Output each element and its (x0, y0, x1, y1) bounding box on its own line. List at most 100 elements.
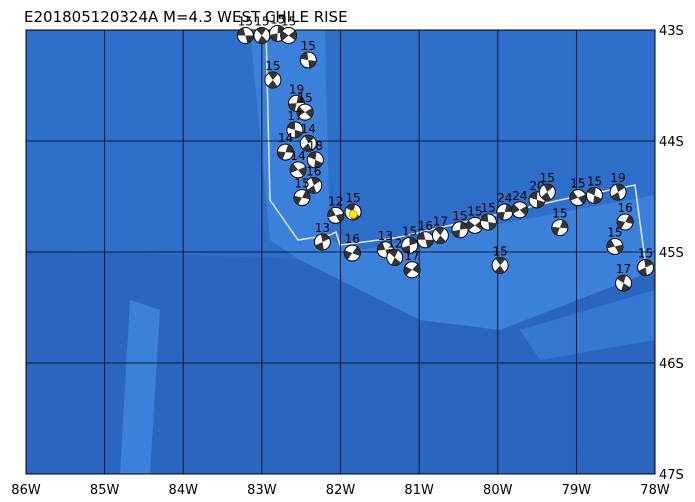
beachball-quadrant (302, 135, 315, 152)
focal-mechanism (569, 189, 587, 207)
focal-mechanism (616, 213, 634, 231)
beachball-quadrant (288, 95, 305, 112)
beachball-quadrant (466, 220, 483, 231)
beachball-quadrant (480, 214, 497, 230)
lat-label: 47S (659, 468, 684, 483)
beachball-quadrant (452, 221, 468, 238)
focal-mechanism (343, 244, 361, 262)
beachball-quadrant (494, 257, 506, 274)
beachball-quadrant (308, 151, 323, 168)
lat-label: 44S (659, 135, 684, 150)
depth-label: 13 (378, 229, 393, 243)
depth-label: 16 (418, 219, 433, 233)
depth-label: 15 (265, 59, 280, 73)
beachball-quadrant (280, 30, 297, 41)
depth-label: 15 (254, 15, 269, 29)
beachball-quadrant (569, 191, 586, 204)
lat-label: 45S (659, 246, 684, 261)
depth-label: 15 (297, 91, 312, 105)
depth-label: 12 (387, 237, 402, 251)
focal-mechanism (401, 236, 419, 254)
focal-mechanism (305, 176, 323, 194)
focal-mechanism (327, 206, 345, 224)
focal-mechanism (551, 219, 569, 237)
focal-mechanism (386, 249, 404, 267)
depth-label: 15 (552, 207, 567, 221)
beachball-quadrant (300, 52, 317, 68)
beachball-quadrant (297, 106, 314, 118)
lat-label: 43S (659, 24, 684, 39)
focal-mechanism (236, 27, 254, 45)
depth-label: 15 (481, 201, 496, 215)
beachball (264, 71, 282, 89)
beachball-quadrant (551, 220, 568, 236)
beachball-quadrant (315, 234, 330, 251)
depth-label: 19 (610, 171, 625, 185)
focal-mechanism (615, 274, 633, 292)
lat-label: 46S (659, 357, 684, 372)
depth-label: 15 (570, 177, 585, 191)
beachball-quadrant (388, 249, 401, 266)
depth-label: 15 (301, 39, 316, 53)
focal-mechanism (511, 201, 529, 219)
beachball-quadrant (290, 163, 307, 177)
focal-mechanism (496, 203, 514, 221)
depth-label: 14 (290, 149, 305, 163)
lon-label: 81W (404, 483, 434, 498)
depth-label: 16 (617, 201, 632, 215)
depth-label: 15 (638, 247, 653, 261)
beachball-quadrant (404, 264, 421, 276)
ridge-zone (520, 290, 655, 360)
focal-mechanism (293, 189, 311, 207)
beachball-quadrant (293, 190, 310, 205)
focal-mechanism (286, 121, 304, 139)
lon-label: 86W (11, 483, 41, 498)
depth-label: 17 (616, 262, 631, 276)
focal-mechanism (466, 216, 484, 234)
lon-label: 80W (483, 483, 513, 498)
beachball-quadrant (267, 71, 279, 88)
depth-label: 24 (497, 191, 512, 205)
depth-label: 13 (315, 221, 330, 235)
depth-label: 16 (306, 164, 321, 178)
depth-label: 16 (345, 232, 360, 246)
beachball-quadrant (307, 177, 321, 194)
focal-mechanism (276, 143, 294, 161)
beachball-quadrant (617, 215, 634, 230)
depth-label: 12 (328, 194, 343, 208)
beachball-quadrant (541, 184, 554, 201)
focal-mechanism (491, 256, 509, 274)
lon-label: 79W (562, 483, 592, 498)
lon-label: 78W (640, 483, 670, 498)
focal-mechanism (264, 71, 282, 89)
beachball-quadrant (327, 208, 344, 223)
focal-mechanism (289, 161, 307, 179)
beachball-quadrant (344, 246, 361, 260)
depth-label: 17 (404, 249, 419, 263)
beachball-quadrant (287, 121, 303, 138)
beachball-quadrant (277, 144, 294, 160)
focal-mechanism (403, 261, 421, 279)
depth-label: 15 (492, 244, 507, 258)
beachball-quadrant (638, 259, 653, 276)
depth-label: 15 (540, 171, 555, 185)
focal-mechanism (296, 103, 314, 121)
ridge-zone (120, 300, 160, 474)
lon-label: 84W (169, 483, 199, 498)
focal-mechanism (479, 213, 497, 231)
depth-label: 15 (587, 174, 602, 188)
focal-mechanism (306, 151, 324, 169)
focal-mechanism (609, 183, 627, 201)
depth-label: 15 (345, 191, 360, 205)
focal-mechanism (280, 27, 298, 45)
lon-label: 85W (90, 483, 120, 498)
depth-label: 19 (289, 82, 304, 96)
beachball-quadrant (606, 239, 623, 254)
focal-mechanism (637, 259, 655, 277)
epicenter (348, 209, 358, 219)
beachball-quadrant (616, 275, 631, 292)
beachball-quadrant (611, 184, 625, 201)
beachball-quadrant (587, 187, 602, 204)
focal-mechanism (313, 233, 331, 251)
